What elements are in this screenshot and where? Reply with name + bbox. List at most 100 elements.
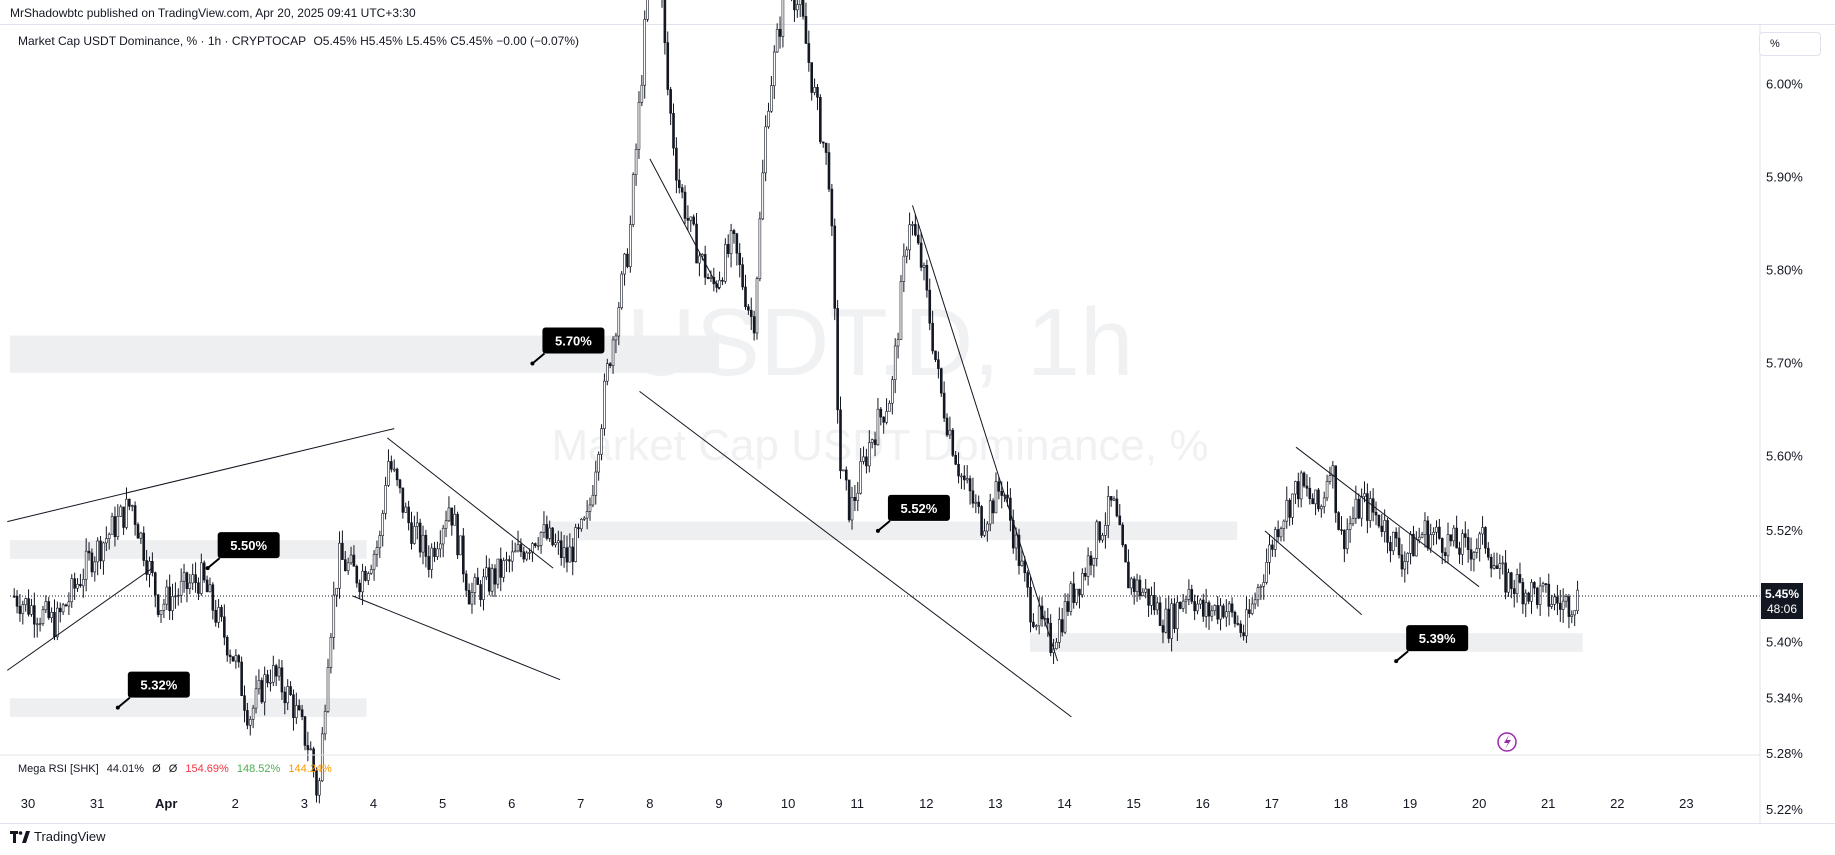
candle-body (1014, 534, 1018, 549)
candle-body (401, 487, 405, 513)
price-axis[interactable]: 6.40%6.30%6.20%6.10%6.00%5.90%5.80%5.70%… (1766, 0, 1803, 817)
candle-body (217, 607, 220, 623)
candle-body (827, 152, 831, 190)
candle-body (1518, 574, 1522, 583)
candle-body (1225, 611, 1228, 618)
legend-high: H5.45% (360, 34, 403, 48)
candle-body (269, 681, 272, 684)
candle-body (1219, 605, 1222, 620)
candle-body (666, 42, 670, 90)
candle-body (332, 594, 336, 638)
candle-body (1340, 529, 1343, 531)
candle-body (1115, 498, 1119, 517)
candle-body (1144, 588, 1147, 593)
trendline-6[interactable] (912, 205, 1059, 662)
candle-body (148, 560, 151, 575)
candle-body (315, 770, 318, 796)
candle-body (358, 582, 361, 593)
candle-body (945, 417, 949, 436)
trendline-3[interactable] (352, 595, 561, 681)
candle-body (283, 691, 287, 704)
x-tick-label: 21 (1541, 796, 1555, 811)
candle-body (680, 187, 684, 193)
candles-layer (12, 0, 1579, 804)
callout-pointer (207, 557, 221, 569)
trendline-7[interactable] (1295, 446, 1480, 588)
legend-close: C5.45% (450, 34, 493, 48)
candle-body (202, 562, 206, 581)
candle-body (102, 542, 105, 562)
percent-scale-button[interactable]: % (1759, 32, 1821, 56)
callout-box (217, 532, 280, 559)
candle-body (289, 686, 292, 696)
candle-body (954, 455, 957, 465)
candle-body (724, 244, 727, 282)
callout-pointer (531, 352, 546, 365)
candle-body (444, 520, 448, 529)
candle-body (1066, 601, 1070, 612)
candle-body (698, 255, 701, 264)
time-axis[interactable]: 30 31 Apr 2 3 4 5 6 7 8 9 10 11 12 13 14 15 16 17 18 19 20 21 2… (21, 796, 1694, 811)
candle-body (1178, 601, 1182, 609)
x-tick-label: 14 (1057, 796, 1071, 811)
candle-body (600, 428, 603, 455)
candle-body (33, 605, 36, 625)
candle-body (1377, 514, 1381, 527)
legend-symbol[interactable]: Market Cap USDT Dominance, % · 1h · CRYP… (18, 34, 307, 48)
candle-body (352, 554, 356, 567)
candle-body (677, 179, 681, 188)
candle-body (807, 43, 811, 63)
candle-body (686, 218, 690, 221)
candle-body (453, 513, 456, 526)
candle-body (749, 309, 753, 317)
price-callout-5[interactable]: 5.39% (1394, 625, 1469, 664)
candle-body (404, 506, 408, 513)
candle-body (159, 610, 163, 615)
tradingview-footer[interactable]: TradingView (10, 829, 106, 844)
candle-body (1455, 527, 1458, 549)
trendline-5[interactable] (639, 391, 1072, 718)
flash-icon[interactable] (1497, 732, 1517, 752)
candle-body (21, 604, 25, 614)
candle-body (971, 490, 975, 504)
candle-body (1417, 536, 1421, 541)
candle-body (234, 655, 238, 662)
trendline-2[interactable] (387, 437, 554, 569)
trendline-0[interactable] (7, 428, 395, 523)
candle-body (1037, 605, 1041, 627)
x-tick-label: 10 (781, 796, 795, 811)
x-tick-label: 7 (577, 796, 584, 811)
candle-body (1553, 596, 1556, 605)
candle-body (372, 554, 376, 570)
trendline-8[interactable] (1264, 530, 1362, 615)
y-tick-label: 5.40% (1766, 635, 1803, 650)
x-tick-label: 6 (508, 796, 515, 811)
price-callout-3[interactable]: 5.32% (115, 671, 190, 710)
y-tick-label: 5.34% (1766, 690, 1803, 705)
candle-body (1129, 578, 1133, 589)
candle-body (1153, 595, 1156, 611)
candle-body (764, 126, 767, 174)
candle-body (1176, 601, 1179, 630)
candle-body (1230, 603, 1234, 613)
candle-body (99, 540, 102, 562)
candle-body (136, 524, 140, 539)
price-callout-2[interactable]: 5.50% (205, 532, 280, 571)
candle-body (225, 636, 229, 656)
candle-body (539, 532, 543, 546)
indicator-name[interactable]: Mega RSI [SHK] (18, 763, 99, 775)
trendline-1[interactable] (6, 567, 153, 671)
candle-body (194, 574, 197, 584)
trendline-4[interactable] (649, 158, 720, 290)
price-callout-4[interactable]: 5.52% (875, 494, 950, 533)
candle-body (1253, 599, 1257, 605)
x-tick-label: 12 (919, 796, 933, 811)
price-callout-1[interactable]: 5.70% (530, 327, 605, 366)
candle-body (110, 516, 114, 535)
annotations-layer: 6.26%5.70%5.50%5.32%5.52%5.39% (115, 327, 1469, 710)
candle-body (565, 547, 569, 563)
candle-body (130, 505, 134, 507)
candle-body (490, 568, 494, 592)
candle-body (735, 233, 739, 254)
